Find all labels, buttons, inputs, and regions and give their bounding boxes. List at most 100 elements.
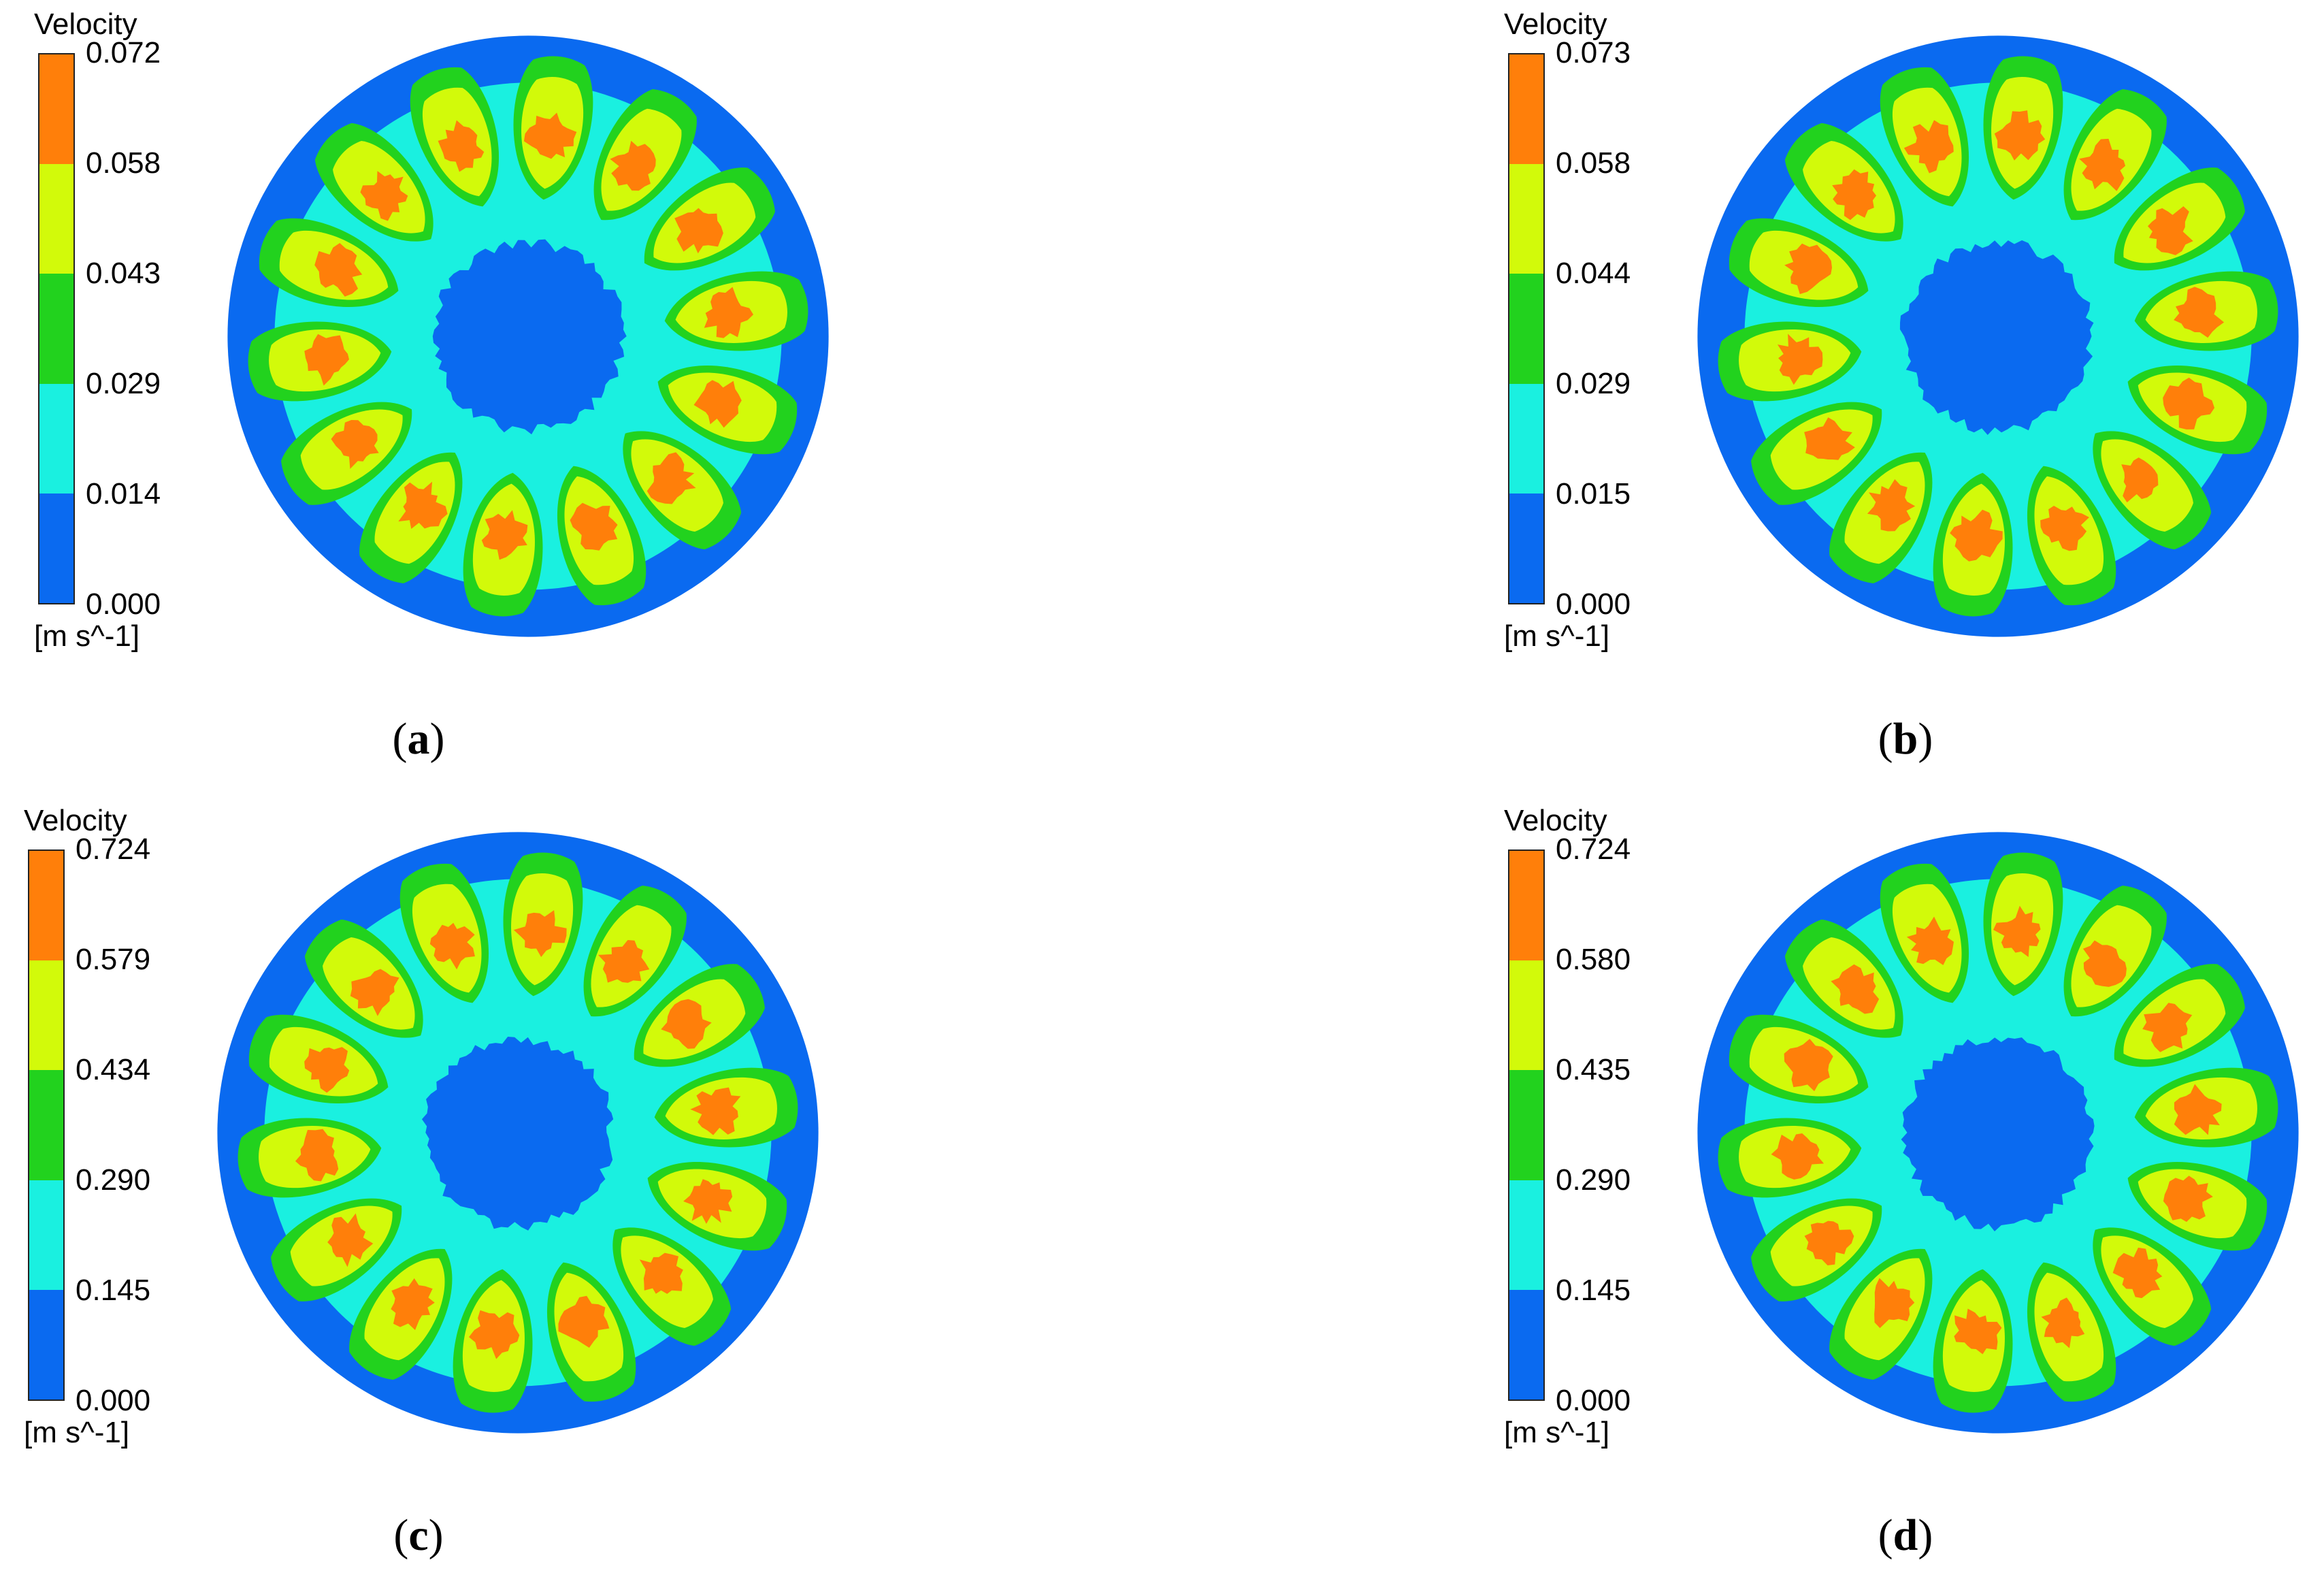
contour-band-orange (1777, 334, 1823, 385)
vortex-layers (359, 452, 463, 583)
legend-title: Velocity (34, 7, 137, 41)
vortex-cell (593, 89, 697, 221)
vortex-layers (1829, 1248, 1933, 1380)
tick-label: 0.290 (76, 1163, 151, 1197)
vortex-layers (557, 466, 647, 606)
band-orange (39, 54, 73, 165)
contour-band-orange (1784, 243, 1833, 295)
contour-band-orange (523, 112, 577, 159)
vortex-cell (1983, 852, 2063, 997)
legend-unit: [m s^-1] (24, 1416, 130, 1449)
tick-label: 0.000 (1556, 1384, 1631, 1417)
contour-band-orange (610, 140, 656, 191)
vortex-layers (1983, 56, 2063, 200)
vortex-layers (281, 402, 412, 505)
vortex-cell (654, 1067, 798, 1148)
vortex-cell (359, 452, 463, 583)
vortex-cell (349, 1248, 453, 1380)
vortex-cell (1718, 321, 1862, 402)
band-cyan (1509, 1180, 1543, 1290)
vortex-cell (399, 863, 489, 1003)
vortex-layers (657, 366, 798, 455)
vortex-layers (2093, 1227, 2212, 1346)
velocity-contour (1697, 832, 2299, 1434)
contour-band-orange (1784, 1039, 1833, 1092)
tick-label: 0.580 (1556, 943, 1631, 976)
vortex-layers (1729, 218, 1869, 307)
vortex-cell (2134, 271, 2278, 351)
vortex-cell (453, 1269, 533, 1413)
legend-title: Velocity (1504, 7, 1607, 41)
band-blue (1509, 1289, 1543, 1400)
contour-band-orange (2174, 1084, 2222, 1135)
vortex-layers (513, 56, 593, 200)
vortex-layers (644, 167, 775, 271)
vortex-cell (1829, 452, 1933, 583)
vortex-cell (1751, 1198, 1882, 1301)
band-blue (29, 1289, 63, 1400)
caption-letter: d (1893, 1510, 1918, 1560)
legend-unit: [m s^-1] (34, 619, 140, 653)
tick-label: 0.145 (1556, 1274, 1631, 1307)
vortex-layers (664, 271, 808, 351)
vortex-layers (248, 321, 392, 402)
vortex-layers (2127, 1162, 2268, 1251)
tick-label: 0.434 (76, 1053, 151, 1086)
panel-b: Velocity 0.073 0.058 0.044 0.029 0.015 0… (1490, 7, 2324, 764)
contour-band-orange (2041, 1297, 2085, 1348)
vortex-cell (238, 1118, 382, 1198)
contour-band-orange (350, 969, 399, 1016)
legend-title: Velocity (1504, 804, 1607, 837)
contour-band-orange (1804, 417, 1855, 460)
vortex-layers (453, 1269, 533, 1413)
vortex-cell (2127, 1162, 2268, 1251)
band-orange (1509, 851, 1543, 961)
band-yellow (1509, 164, 1543, 274)
vortex-cell (314, 123, 433, 242)
vortex-layers (399, 863, 489, 1003)
contour-band-orange (2112, 1247, 2163, 1299)
vortex-layers (1784, 123, 1903, 242)
color-bar (1508, 53, 1545, 604)
vortex-cell (248, 1014, 389, 1103)
vortex-layers (1933, 1269, 2013, 1413)
vortex-cell (2134, 1067, 2278, 1148)
contour-band-orange (1804, 1220, 1854, 1266)
velocity-contour (217, 832, 819, 1434)
tick-label: 0.000 (86, 587, 161, 621)
tick-label: 0.290 (1556, 1163, 1631, 1197)
tick-label: 0.014 (86, 477, 161, 511)
tick-label: 0.015 (1556, 477, 1631, 511)
tick-label: 0.000 (1556, 587, 1631, 621)
legend-unit: [m s^-1] (1504, 1416, 1610, 1449)
legend: Velocity 0.724 0.579 0.434 0.290 0.145 0… (10, 803, 214, 1457)
band-cyan (39, 383, 73, 493)
contour-band-orange (327, 1213, 374, 1267)
contour-band-orange (2147, 206, 2193, 255)
core-region (1901, 1037, 2095, 1231)
band-cyan (29, 1180, 63, 1290)
tick-label: 0.145 (76, 1274, 151, 1307)
contour-band-orange (1771, 1133, 1824, 1180)
vortex-layers (2027, 466, 2116, 606)
vortex-cell (2027, 1262, 2116, 1402)
contour-band-orange (1950, 509, 2003, 562)
vortex-cell (1784, 919, 1903, 1038)
vortex-layers (248, 1014, 389, 1103)
tick-label: 0.073 (1556, 36, 1631, 69)
tick-label: 0.724 (1556, 832, 1631, 866)
band-cyan (1509, 383, 1543, 493)
vortex-layers (593, 89, 697, 221)
legend-title: Velocity (24, 804, 127, 837)
vortex-cell (1983, 56, 2063, 200)
contour-band-orange (360, 171, 408, 221)
vortex-layers (1718, 1118, 1862, 1198)
contour-band-orange (429, 922, 475, 970)
core-region (1899, 240, 2094, 435)
core-region (421, 1036, 614, 1231)
vortex-cell (248, 321, 392, 402)
contour-band-orange (690, 1087, 741, 1135)
vortex-cell (1751, 402, 1882, 505)
contour-band-orange (304, 1047, 350, 1093)
vortex-layers (1983, 852, 2063, 997)
